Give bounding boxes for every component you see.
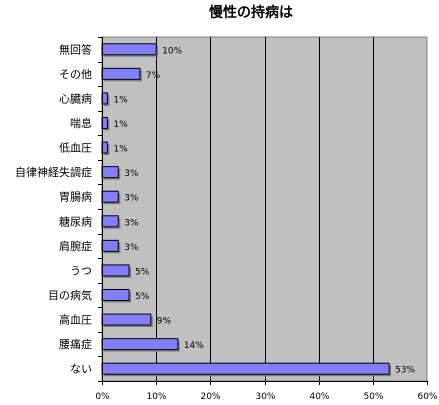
plot-background: [101, 36, 428, 382]
category-label: 無回答: [59, 42, 92, 56]
data-label: 3%: [124, 169, 139, 179]
data-label: 53%: [395, 366, 415, 376]
category-label: 肩腕症: [59, 239, 92, 253]
x-tick-label: 30%: [255, 392, 275, 402]
category-label: 自律神経失調症: [15, 165, 92, 179]
category-label: その他: [59, 68, 92, 81]
grid-lines: [156, 37, 374, 381]
data-label: 1%: [113, 95, 128, 105]
bar: [101, 313, 152, 326]
category-label: 心臓病: [59, 91, 92, 105]
axes: [98, 37, 428, 385]
category-label: 目の病気: [48, 288, 92, 302]
labels: 無回答 10% その他 7% 心臓病 1% 喘息 1% 低血圧 1% 自律神経失調症 3% 胃腸病 3% 糖…: [15, 42, 438, 402]
bars: [101, 43, 392, 377]
bar: [101, 166, 119, 179]
category-label: 低血圧: [59, 141, 92, 155]
data-label: 5%: [135, 267, 150, 277]
x-tick-label: 0%: [95, 392, 110, 402]
bar: [101, 362, 390, 375]
bar: [101, 239, 119, 252]
data-label: 7%: [146, 71, 161, 81]
data-label: 1%: [113, 120, 128, 130]
bar: [101, 215, 119, 228]
bar: [101, 264, 130, 277]
category-label: ない: [70, 363, 92, 376]
x-tick-label: 10%: [146, 392, 166, 402]
data-label: 3%: [124, 218, 139, 228]
category-label: 高血圧: [59, 313, 92, 327]
data-label: 5%: [135, 292, 150, 302]
data-label: 10%: [162, 46, 182, 56]
x-tick-label: 50%: [363, 392, 383, 402]
x-tick-label: 20%: [200, 392, 220, 402]
category-label: 糖尿病: [59, 214, 92, 228]
category-label: 腰痛症: [59, 337, 92, 351]
bar: [101, 43, 157, 56]
x-tick-label: 40%: [309, 392, 329, 402]
data-label: 3%: [124, 194, 139, 204]
data-label: 1%: [113, 145, 128, 155]
chart-title: 慢性の持病は: [209, 4, 293, 21]
data-label: 3%: [124, 243, 139, 253]
data-label: 14%: [184, 341, 204, 351]
x-tick-label: 60%: [417, 392, 437, 402]
category-label: 胃腸病: [59, 190, 92, 204]
bar: [101, 190, 119, 203]
category-label: うつ: [70, 264, 92, 277]
bar: [101, 338, 179, 351]
plot-area: [101, 36, 428, 382]
bar: [101, 67, 141, 80]
data-label: 9%: [157, 317, 172, 327]
category-label: 喘息: [70, 116, 92, 130]
bar: [101, 289, 130, 301]
